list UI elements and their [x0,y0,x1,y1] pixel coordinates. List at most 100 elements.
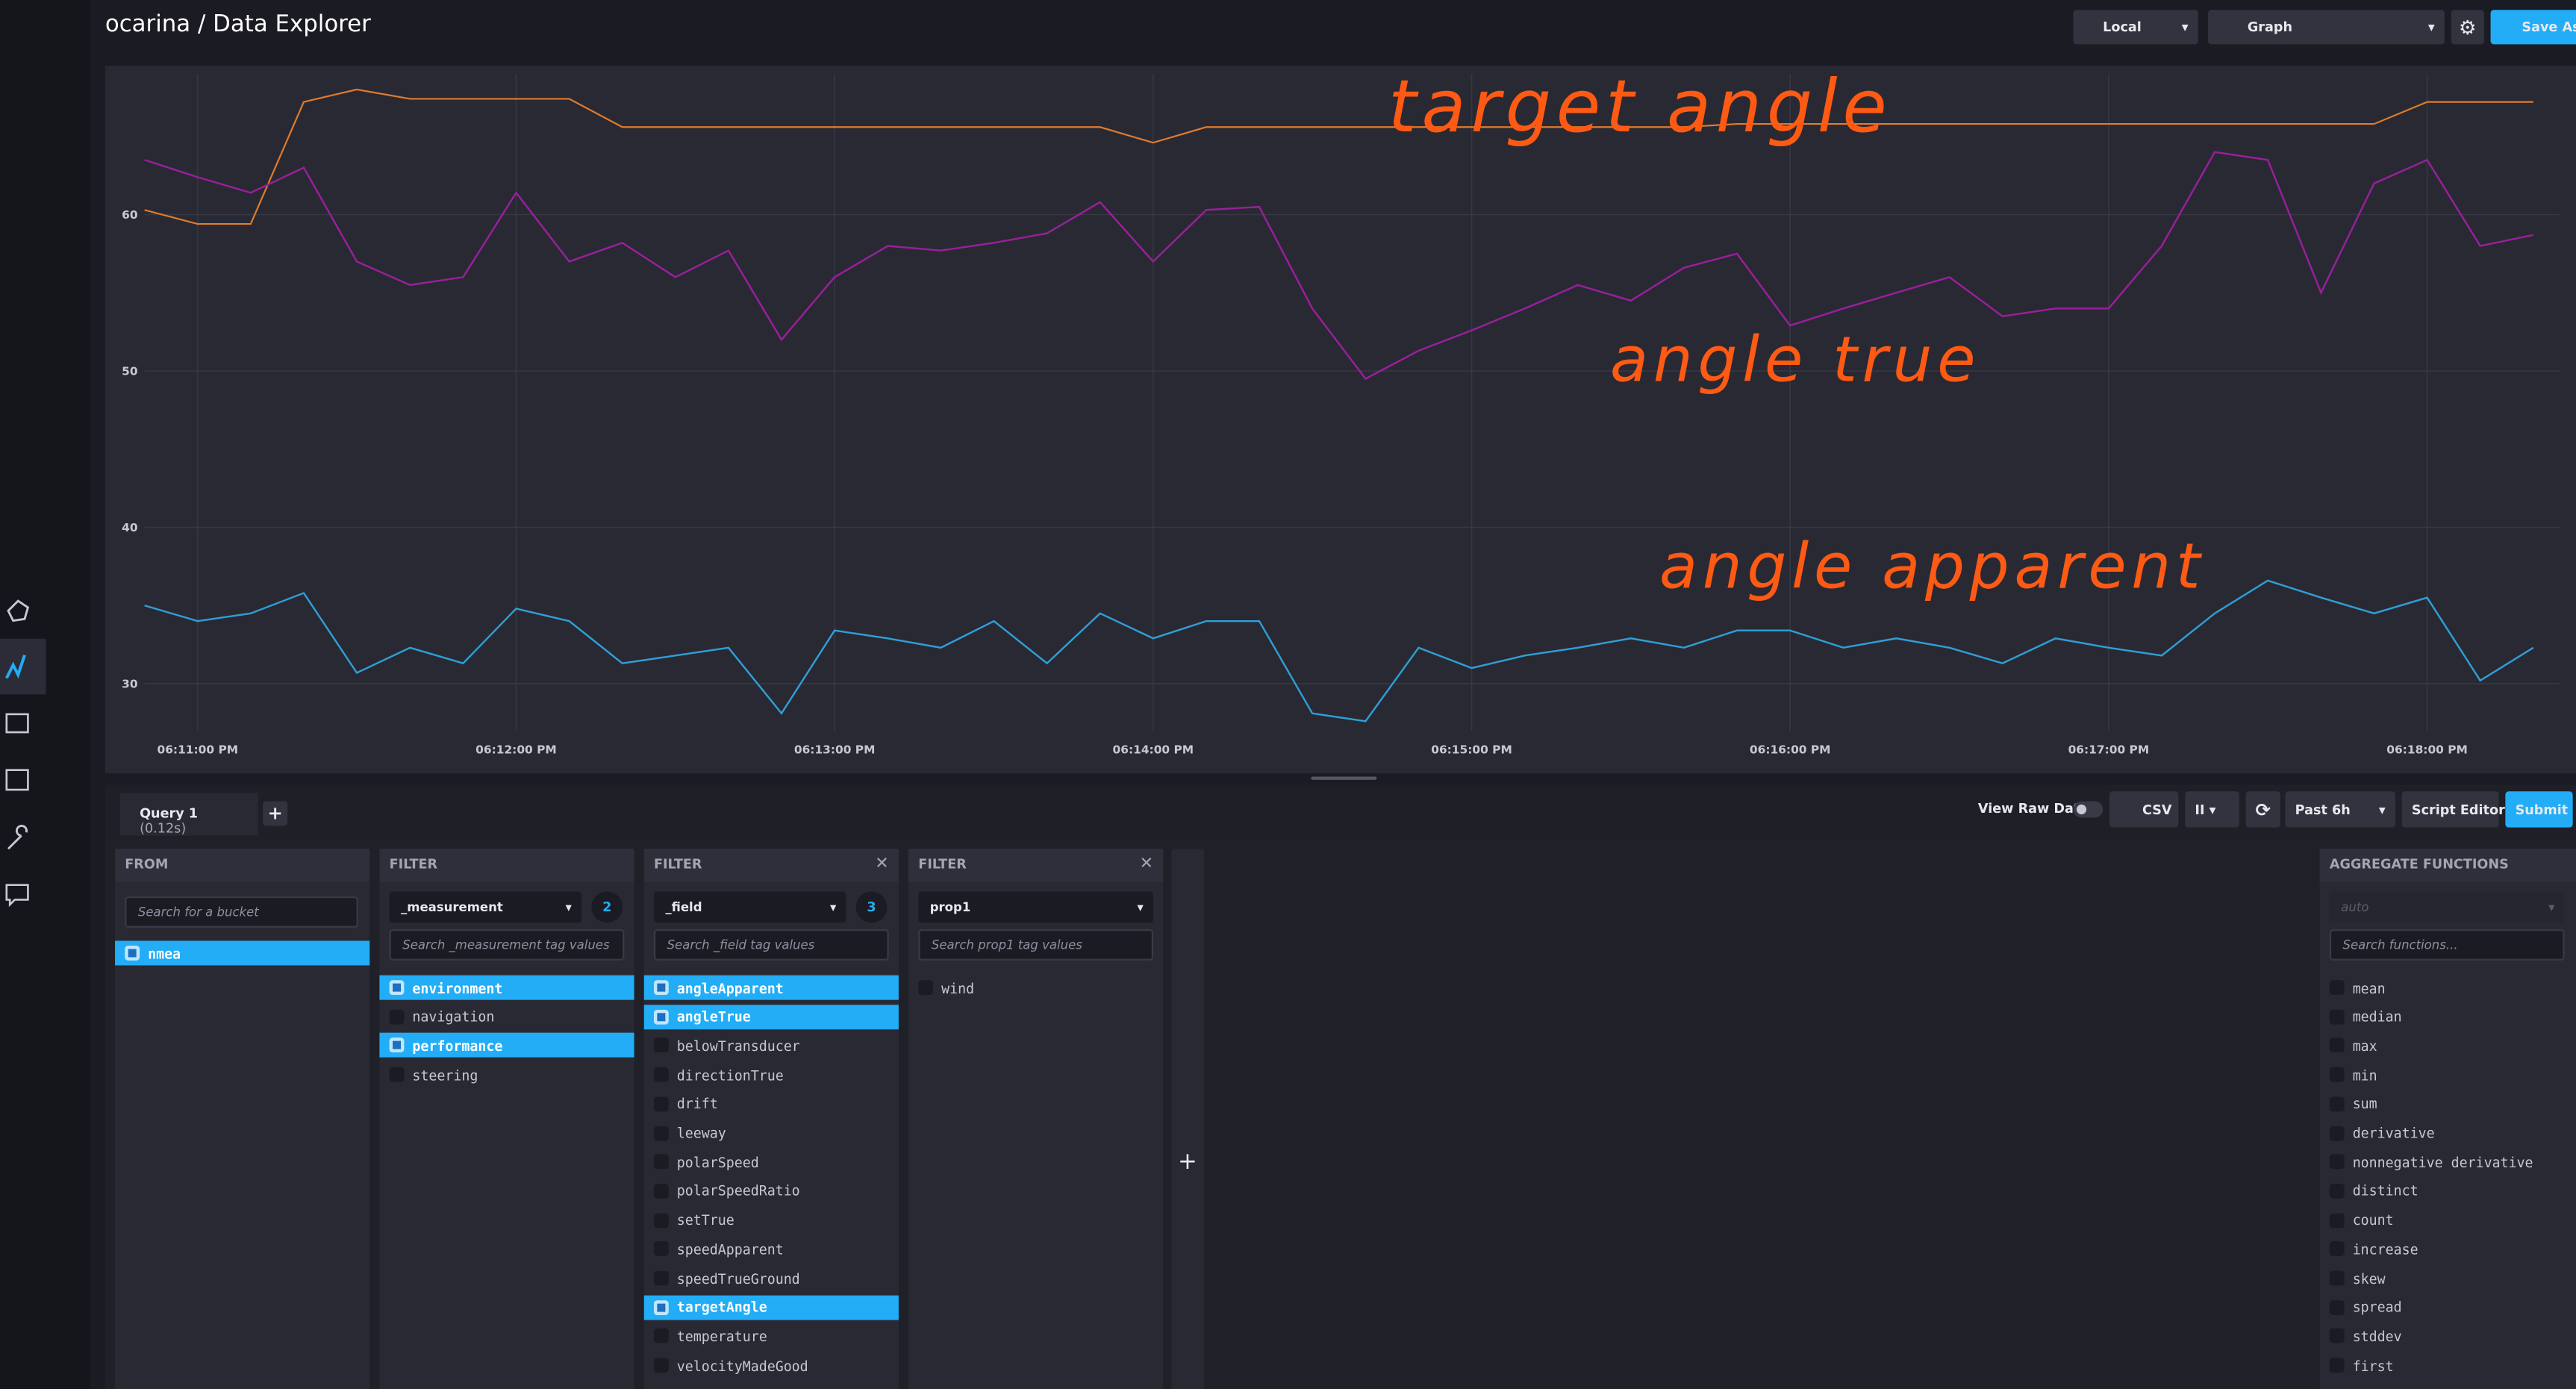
caret: ▾ [2427,19,2435,35]
checkbox [2329,980,2345,996]
script-editor-label: Script Editor [2411,802,2505,817]
filter-card: FILTER ✕ prop1 ▾ Search prop1 tag values wind [908,849,1164,1389]
save-label: Save As [2522,19,2576,35]
item-label: speedTrueGround [676,1270,800,1287]
checkbox [389,980,405,996]
item-label: velocityMadeGood [676,1357,808,1374]
list-item[interactable]: count [2320,1208,2576,1232]
list-item[interactable]: navigation [379,1005,634,1029]
x-tick-label: 06:16:00 PM [1750,743,1831,757]
script-editor-button[interactable]: Script Editor [2401,791,2505,828]
caret: ▾ [565,899,572,915]
range-dropdown[interactable]: Past 6h ▾ [2285,791,2395,828]
list-item[interactable]: skew [2320,1266,2576,1290]
card-title: FILTER [379,849,634,882]
list-item[interactable]: increase [2320,1237,2576,1261]
checkbox [2329,1212,2345,1228]
item-label: min [2352,1066,2377,1083]
list-item[interactable]: targetAngle [643,1294,899,1320]
x-tick-label: 06:12:00 PM [475,743,557,757]
checkbox [125,946,140,961]
window-dropdown[interactable]: auto ▾ [2329,891,2565,923]
card-title: FILTER [908,849,1164,882]
list-item[interactable]: nmea [115,940,370,966]
list-item[interactable]: distinct [2320,1179,2576,1203]
list-item[interactable]: wind [908,976,1163,1000]
list-item[interactable]: mean [2320,976,2576,1000]
item-label: temperature [676,1328,767,1345]
tab-time: (0.12s) [140,820,187,836]
list-item[interactable]: steering [379,1062,634,1087]
view-dropdown[interactable]: Graph ▾ [2208,10,2445,45]
item-label: mean [2352,979,2386,996]
list-item[interactable]: max [2320,1034,2576,1058]
icon-load[interactable] [7,599,30,622]
list-item[interactable]: belowTransducer [644,1034,899,1058]
pause-dropdown[interactable]: II ▾ [2185,791,2239,828]
list-item[interactable]: derivative [2320,1120,2576,1145]
key-label: _measurement [401,899,503,915]
list-item[interactable]: polarSpeedRatio [644,1179,899,1203]
list-item[interactable]: angleApparent [643,975,899,1000]
resize-handle[interactable] [1311,776,1377,780]
tag-search[interactable]: Search prop1 tag values [918,929,1154,961]
list-item[interactable]: angleTrue [643,1004,899,1029]
icon-settings[interactable] [7,825,28,850]
list-item[interactable]: environment [379,975,634,1000]
add-query[interactable]: + [263,801,288,826]
item-label: stddev [2352,1328,2402,1345]
list-item[interactable]: min [2320,1062,2576,1087]
key-dropdown[interactable]: _field ▾ [653,891,846,923]
tag-search[interactable]: Search _field tag values [653,929,889,961]
list-item[interactable]: nonnegative derivative [2320,1149,2576,1174]
item-label: navigation [412,1008,495,1026]
save-as-button[interactable]: Save As [2490,10,2576,45]
settings-button[interactable]: ⚙ [2451,10,2484,45]
list-item[interactable]: median [2320,1005,2576,1029]
list-item[interactable]: setTrue [644,1208,899,1232]
list-item[interactable]: sum [2320,1091,2576,1116]
item-label: polarSpeedRatio [676,1182,800,1199]
list-item[interactable]: polarSpeed [644,1149,899,1174]
checkbox [2329,1270,2345,1286]
list-item[interactable]: stddev [2320,1324,2576,1349]
list-item[interactable]: performance [379,1033,634,1058]
checkbox [653,1096,669,1111]
tag-search[interactable]: Search _measurement tag values [389,929,625,961]
list-item[interactable]: speedApparent [644,1237,899,1261]
key-dropdown[interactable]: _measurement ▾ [389,891,582,923]
list-item[interactable]: leeway [644,1120,899,1145]
checkbox [653,1067,669,1082]
checkbox [653,1183,669,1199]
list-item[interactable]: drift [644,1091,899,1116]
close-button[interactable]: ✕ [875,855,889,874]
icon-explore[interactable] [5,655,26,679]
checkbox [389,1067,405,1082]
function-search[interactable]: Search functions... [2329,929,2565,961]
key-dropdown[interactable]: prop1 ▾ [918,891,1154,923]
icon-feedback[interactable] [5,884,29,908]
key-label: _field [665,899,702,915]
list-item[interactable]: directionTrue [644,1062,899,1087]
count-badge: 2 [591,891,623,923]
icon-tasks[interactable] [5,769,29,791]
submit-button[interactable]: Submit [2505,791,2573,828]
count-badge: 3 [855,891,888,923]
checkbox [389,1009,405,1024]
view-raw-toggle[interactable] [2073,801,2103,818]
refresh-button[interactable]: ⟳ [2245,791,2280,828]
icon-dashboards[interactable] [5,713,29,734]
csv-button[interactable]: CSV [2109,791,2179,828]
list-item[interactable]: spread [2320,1295,2576,1320]
env-dropdown[interactable]: Local ▾ [2073,10,2198,45]
add-filter-column[interactable]: + [1171,849,1205,1389]
list-item[interactable]: speedTrueGround [644,1266,899,1290]
bucket-search[interactable]: Search for a bucket [125,896,358,928]
list-item[interactable]: velocityMadeGood [644,1353,899,1378]
series-line [144,151,2534,381]
list-item[interactable]: first [2320,1353,2576,1378]
query-tab[interactable]: Query 1 (0.12s) [119,793,258,836]
close-button[interactable]: ✕ [1139,855,1154,874]
list-item[interactable]: temperature [644,1324,899,1349]
checkbox [653,1212,669,1228]
